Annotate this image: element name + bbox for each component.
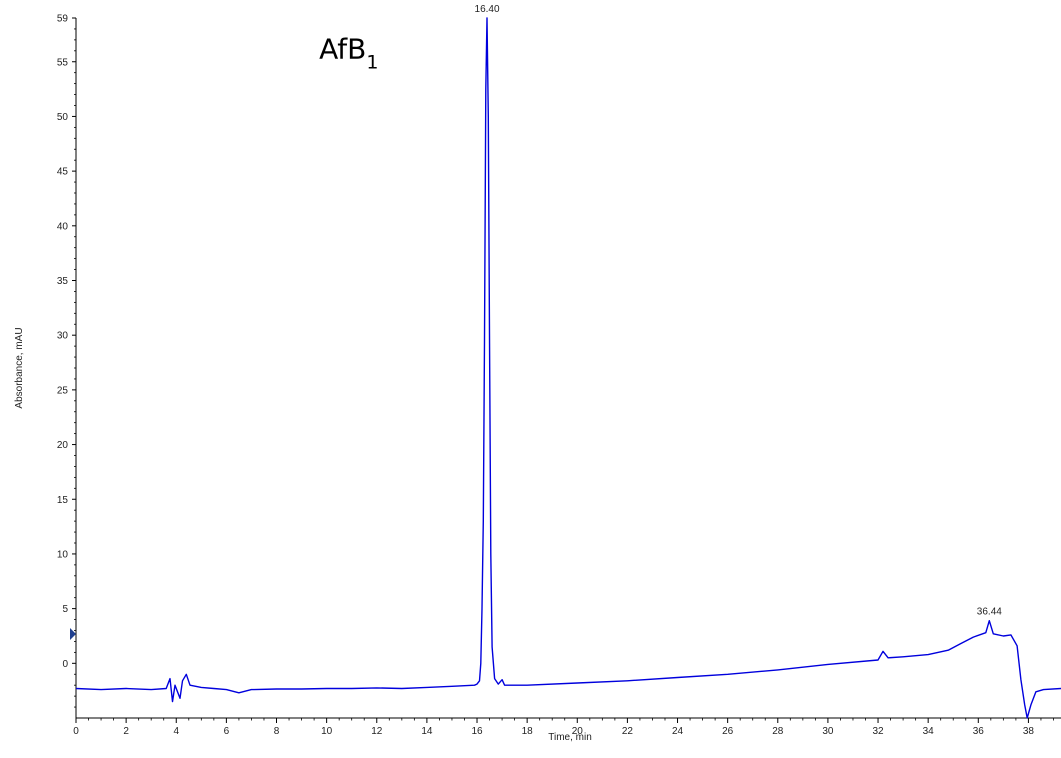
compound-annotation-subscript: 1 (366, 51, 378, 73)
x-tick-label: 36 (973, 726, 985, 737)
y-tick-label: 10 (57, 549, 69, 560)
x-tick-label: 22 (622, 726, 634, 737)
y-tick-label: 20 (57, 440, 69, 451)
x-tick-label: 26 (722, 726, 734, 737)
x-tick-label: 8 (274, 726, 280, 737)
x-tick-label: 28 (772, 726, 784, 737)
y-tick-label: 50 (57, 112, 69, 123)
y-axis-label: Absorbance, mAU (14, 327, 25, 408)
y-tick-label: 0 (62, 659, 68, 670)
compound-annotation: AfB1 (319, 32, 378, 73)
y-tick-label: 25 (57, 385, 69, 396)
axes-group (75, 18, 1061, 719)
y-tick-label: 45 (57, 167, 69, 178)
x-tick-label: 34 (923, 726, 935, 737)
x-tick-label: 0 (73, 726, 79, 737)
x-tick-label: 2 (123, 726, 129, 737)
x-ticks-group: 0 2 4 6 8 10 12 14 16 18 20 22 24 26 28 30 32 34 36 38 (73, 718, 1054, 737)
y-tick-label: 15 (57, 495, 69, 506)
peak-label: 36.44 (977, 607, 1002, 618)
x-tick-label: 12 (371, 726, 383, 737)
y-tick-label: 40 (57, 221, 69, 232)
x-tick-label: 18 (522, 726, 534, 737)
annotation-group: AfB1 (319, 32, 378, 73)
chromatogram-trace (75, 17, 1061, 719)
y-tick-label: 55 (57, 57, 69, 68)
x-tick-label: 10 (321, 726, 333, 737)
compound-annotation-main: AfB (319, 32, 366, 65)
x-tick-label: 24 (672, 726, 684, 737)
x-tick-label: 38 (1023, 726, 1035, 737)
x-tick-label: 6 (224, 726, 230, 737)
y-tick-label: 5 (62, 604, 68, 615)
series-group (75, 17, 1061, 719)
peak-labels-group: 16.40 36.44 (475, 4, 1003, 618)
x-tick-label: 32 (872, 726, 884, 737)
x-tick-label: 14 (421, 726, 433, 737)
x-tick-label: 16 (471, 726, 483, 737)
left-edge-marker-icon (70, 628, 76, 640)
y-tick-label: 35 (57, 276, 69, 287)
y-tick-label: 30 (57, 331, 69, 342)
y-tick-label: 59 (57, 14, 69, 25)
x-axis-label: Time, min (548, 732, 592, 743)
y-ticks-group: 0 5 10 15 20 25 30 35 40 45 50 55 59 (57, 14, 76, 708)
x-tick-label: 4 (173, 726, 179, 737)
x-tick-label: 20 (572, 726, 584, 737)
x-tick-label: 30 (822, 726, 834, 737)
peak-label: 16.40 (475, 4, 500, 15)
